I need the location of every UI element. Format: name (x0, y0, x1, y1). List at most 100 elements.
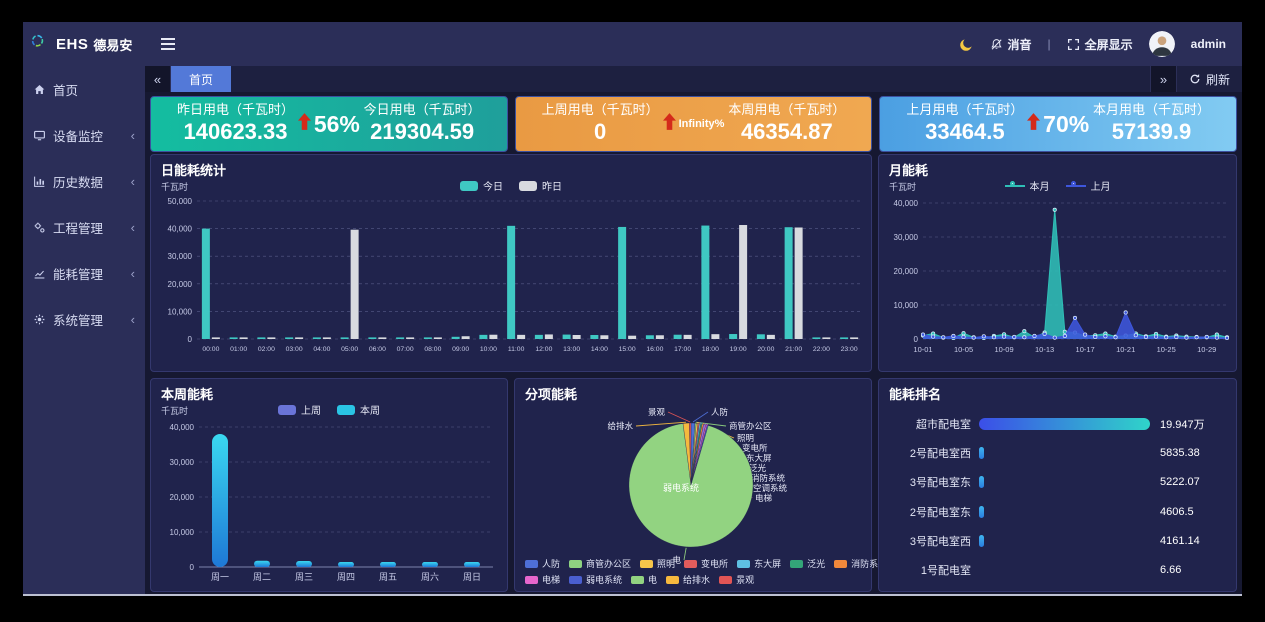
ranking-item-value: 6.66 (1160, 563, 1182, 576)
sidebar-item-system-mgmt[interactable]: 系统管理 ‹ (23, 296, 145, 342)
kpi-value: 46354.87 (740, 119, 833, 145)
panel-subitem-energy: 分项能耗 人防 商管办公区 照明 变电所 东大屏 泛光 消防系统 空调系统 电梯电给排水 景观 弱电… (514, 378, 949, 592)
ranking-bar-track (979, 564, 1150, 576)
legend-item[interactable]: 人防 (525, 557, 560, 570)
kpi-card-month: 上月用电（千瓦时） 33464.5 70% 本月用电（千瓦时） 57139.9 (879, 96, 1238, 152)
legend-label: 电梯 (542, 575, 561, 585)
legend-label: 昨日 (542, 182, 562, 193)
mute-button[interactable]: 消音 (990, 36, 1032, 53)
legend-label: 消防系统 (851, 559, 888, 569)
svg-text:14:00: 14:00 (591, 346, 608, 353)
legend-item[interactable]: 照明 (640, 557, 675, 570)
up-arrow-icon (662, 113, 676, 135)
legend-item[interactable]: 泛光 (790, 557, 825, 570)
brand-logo: EHS 德易安 (23, 22, 145, 66)
svg-text:13:00: 13:00 (563, 346, 580, 353)
legend-item[interactable]: 上周 (278, 402, 321, 417)
ranking-row: 2号配电室西 5835.38 (889, 440, 1228, 466)
daily-chart-title: 日能耗统计 (161, 163, 227, 178)
legend-label: 商管办公区 (586, 559, 632, 569)
fullscreen-button[interactable]: 全屏显示 (1067, 36, 1133, 53)
legend-item[interactable]: 本周 (337, 402, 380, 417)
legend-item[interactable]: 电 (631, 573, 657, 586)
ranking-bar-track (979, 505, 1150, 518)
legend-item[interactable]: 今日 (460, 178, 503, 193)
legend-item[interactable]: 消防系统 (834, 557, 887, 570)
legend-item[interactable]: 给排水 (666, 573, 710, 586)
kpi-label: 上周用电（千瓦时） (541, 102, 659, 118)
monthly-line-chart: 0 10,000 20,000 30,000 40,000 10-01 10-05 10-09… (894, 199, 1230, 354)
svg-text:08:00: 08:00 (424, 346, 441, 353)
theme-moon-icon[interactable] (959, 37, 974, 52)
ranking-title: 能耗排名 (889, 387, 942, 402)
legend-item[interactable]: 弱电系统 (569, 573, 622, 586)
tabs-scroll-left-button[interactable]: « (145, 66, 171, 92)
svg-text:21:00: 21:00 (785, 346, 802, 353)
dashboard-content: 昨日用电（千瓦时） 140623.33 56% 今日用电（千瓦时） 219304.59 上… (145, 92, 1242, 594)
kpi-label: 上月用电（千瓦时） (906, 102, 1024, 118)
legend-label: 变电所 (701, 559, 729, 569)
sidebar-item-home[interactable]: 首页 (23, 66, 145, 112)
legend-item[interactable]: 上月 (1065, 178, 1111, 193)
monthly-chart-title: 月能耗 (889, 163, 929, 178)
sidebar-item-project-mgmt[interactable]: 工程管理 ‹ (23, 204, 145, 250)
tabs-scroll-right-button[interactable]: » (1149, 66, 1176, 92)
tabbar: « 首页 » 刷新 (145, 66, 1242, 92)
sidebar-item-energy-mgmt[interactable]: 能耗管理 ‹ (23, 250, 145, 296)
sidebar-item-device-monitor[interactable]: 设备监控 ‹ (23, 112, 145, 158)
ranking-bar (979, 476, 985, 489)
sidebar-item-history-data[interactable]: 历史数据 ‹ (23, 158, 145, 204)
pie-chart-title: 分项能耗 (525, 387, 578, 402)
refresh-button[interactable]: 刷新 (1175, 66, 1242, 92)
svg-text:20:00: 20:00 (757, 346, 774, 353)
legend-item[interactable]: 本月 (1004, 178, 1050, 193)
weekly-chart-title: 本周能耗 (161, 387, 214, 402)
svg-text:给排水: 给排水 (607, 421, 633, 431)
legend-swatch (525, 559, 538, 568)
sidebar-menu: 首页 设备监控 ‹ 历史数据 ‹ 工程管理 ‹ 能耗管理 ‹ 系统管理 ‹ (23, 66, 145, 594)
legend-label: 本周 (360, 406, 380, 417)
chevron-collapse-icon: ‹ (130, 219, 135, 235)
legend-swatch (569, 559, 583, 568)
username[interactable]: admin (1190, 37, 1226, 51)
ranking-row: 3号配电室西 4161.14 (889, 528, 1228, 554)
system-gear-icon (33, 313, 46, 326)
kpi-delta-value: 70% (1043, 110, 1090, 137)
svg-text:商管办公区: 商管办公区 (729, 421, 772, 431)
legend-item[interactable]: 景观 (719, 573, 754, 586)
monthly-chart-unit: 千瓦时 (889, 182, 917, 192)
svg-text:20,000: 20,000 (170, 493, 195, 502)
panel-weekly-energy: 本周能耗 千瓦时 上周 本周 0 10,000 20,000 30,000 40,000 周… (150, 378, 508, 592)
svg-text:东大屏: 东大屏 (746, 453, 772, 463)
svg-text:10-05: 10-05 (954, 345, 973, 354)
legend-swatch (719, 575, 733, 584)
legend-item[interactable]: 变电所 (684, 557, 728, 570)
ranking-bar-track (979, 447, 1150, 460)
kpi-value: 219304.59 (370, 119, 475, 145)
tab-home[interactable]: 首页 (171, 66, 232, 92)
svg-text:泛光: 泛光 (749, 463, 767, 473)
svg-text:0: 0 (188, 335, 193, 344)
daily-bar-chart: 0 10,000 20,000 30,000 40,000 50,000 00:00 01:0… (168, 197, 863, 353)
svg-text:12:00: 12:00 (535, 346, 552, 353)
svg-text:周三: 周三 (295, 572, 313, 582)
legend-item[interactable]: 电梯 (525, 573, 560, 586)
ranking-item-value: 5222.07 (1160, 476, 1200, 489)
svg-text:30,000: 30,000 (894, 233, 919, 242)
menu-toggle-icon[interactable] (161, 35, 175, 53)
up-arrow-icon (297, 113, 311, 135)
ranking-item-value: 19.947万 (1160, 419, 1205, 431)
brand-logo-text-en: EHS (56, 35, 89, 53)
ranking-bar (979, 447, 985, 460)
legend-item[interactable]: 商管办公区 (569, 557, 631, 570)
kpi-value: 0 (594, 119, 607, 145)
legend-item[interactable]: 东大屏 (737, 557, 781, 570)
kpi-left-block: 上周用电（千瓦时） 0 (542, 102, 659, 146)
kpi-label: 今日用电（千瓦时） (363, 102, 481, 118)
legend-swatch (278, 404, 296, 415)
avatar[interactable] (1148, 31, 1175, 57)
weekly-bar-chart: 0 10,000 20,000 30,000 40,000 周一 周二 周三 周四 周五 周六 周日 (170, 423, 493, 582)
legend-item[interactable]: 昨日 (519, 178, 562, 193)
svg-text:10-13: 10-13 (1035, 345, 1054, 354)
